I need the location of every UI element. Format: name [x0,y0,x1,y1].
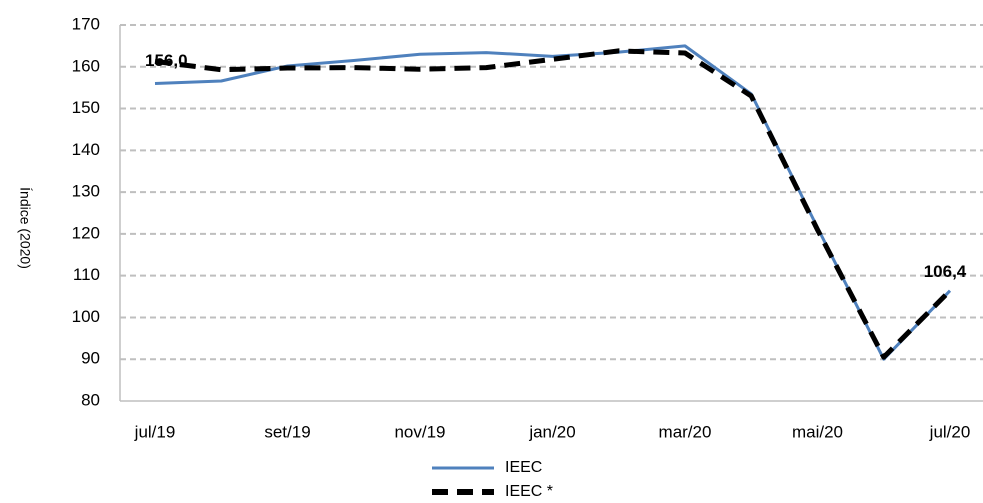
y-tick-label: 130 [72,182,100,201]
x-tick-label: jan/20 [528,422,575,441]
y-tick-label: 170 [72,14,100,33]
series-line [154,48,952,360]
y-tick-label: 110 [73,265,100,284]
y-tick-label: 100 [72,307,100,326]
legend-label: IEEC [505,459,542,476]
y-tick-label: 90 [81,349,100,368]
x-tick-label: set/19 [264,422,310,441]
y-tick-label: 80 [81,390,100,409]
y-tick-label: 160 [72,56,100,75]
x-tick-label: jul/19 [134,422,176,441]
data-label: 106,4 [924,262,967,281]
y-tick-label: 150 [72,98,100,117]
x-tick-label: mar/20 [659,422,712,441]
y-tick-label: 140 [72,140,100,159]
x-tick-label: nov/19 [394,422,445,441]
series-line [154,44,952,361]
x-tick-label: jul/20 [929,422,971,441]
y-axis-label: Índice (2020) [17,187,33,269]
y-tick-label: 120 [72,223,100,242]
x-tick-label: mai/20 [792,422,843,441]
legend-label: IEEC * [505,483,553,500]
